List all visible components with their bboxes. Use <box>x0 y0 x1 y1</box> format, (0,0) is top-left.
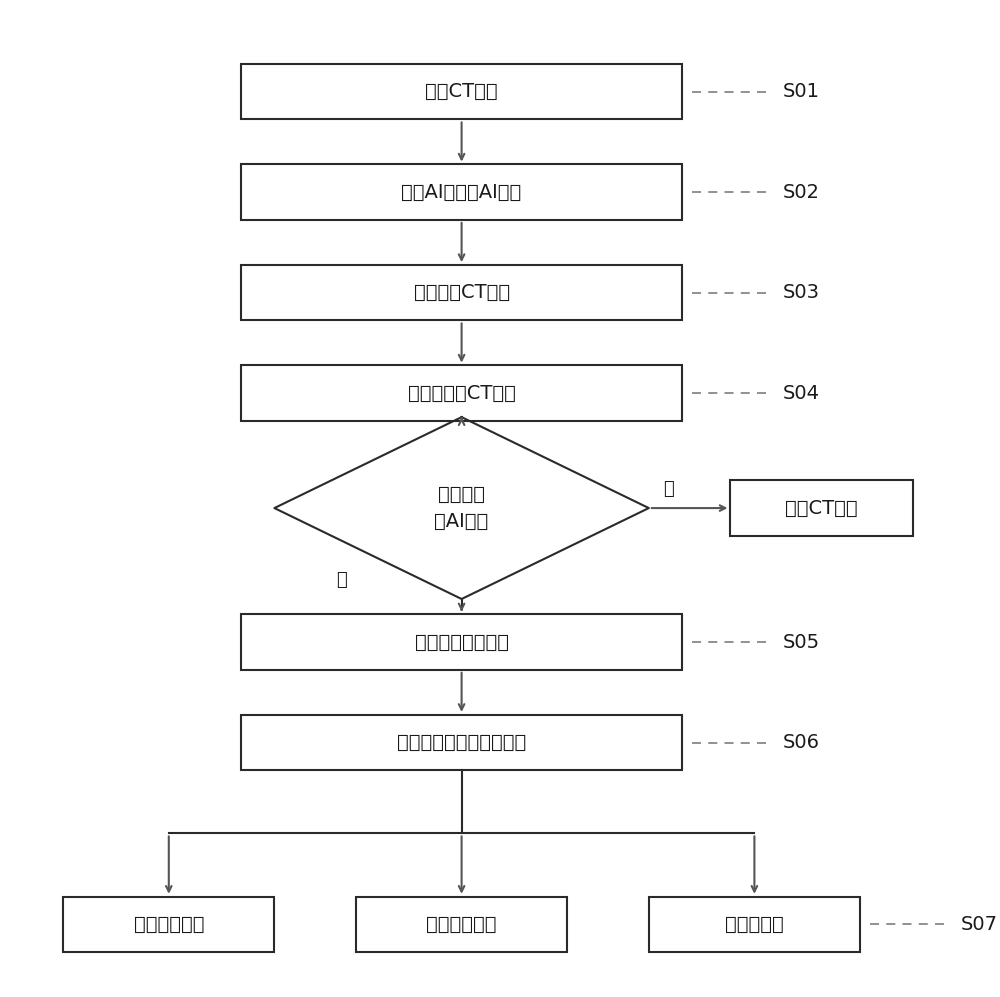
Text: 下载、加载CT数据: 下载、加载CT数据 <box>408 384 516 403</box>
Text: 判断是否
有AI结果: 判断是否 有AI结果 <box>434 486 489 530</box>
Text: 归档CT数据: 归档CT数据 <box>425 82 498 102</box>
Bar <box>63 896 274 952</box>
Text: 在牙位表中选择对应牙位: 在牙位表中选择对应牙位 <box>397 733 526 752</box>
Text: 客户进入CT阅片: 客户进入CT阅片 <box>414 283 510 302</box>
Text: S07: S07 <box>961 915 998 934</box>
Text: 否: 否 <box>663 480 673 498</box>
Text: S04: S04 <box>783 384 820 403</box>
Text: 单颗牙齿渲染: 单颗牙齿渲染 <box>134 915 204 934</box>
Bar <box>241 265 682 320</box>
Text: S02: S02 <box>783 182 820 201</box>
Bar <box>241 715 682 771</box>
Bar <box>241 165 682 220</box>
Text: S05: S05 <box>783 632 820 652</box>
Text: 开放牙齿透镜功能: 开放牙齿透镜功能 <box>415 632 509 652</box>
Bar <box>241 366 682 421</box>
Text: 普通CT阅片: 普通CT阅片 <box>785 498 858 517</box>
Bar <box>241 64 682 120</box>
Text: 计算AI，生成AI结果: 计算AI，生成AI结果 <box>401 182 522 201</box>
Text: S01: S01 <box>783 82 820 102</box>
Bar <box>730 481 913 535</box>
Bar <box>649 896 860 952</box>
Bar <box>241 614 682 670</box>
Text: S06: S06 <box>783 733 820 752</box>
Text: 是: 是 <box>336 571 347 589</box>
Text: 等値面渲染: 等値面渲染 <box>725 915 784 934</box>
Bar <box>356 896 567 952</box>
Text: S03: S03 <box>783 283 820 302</box>
Text: 最小密度投影: 最小密度投影 <box>426 915 497 934</box>
